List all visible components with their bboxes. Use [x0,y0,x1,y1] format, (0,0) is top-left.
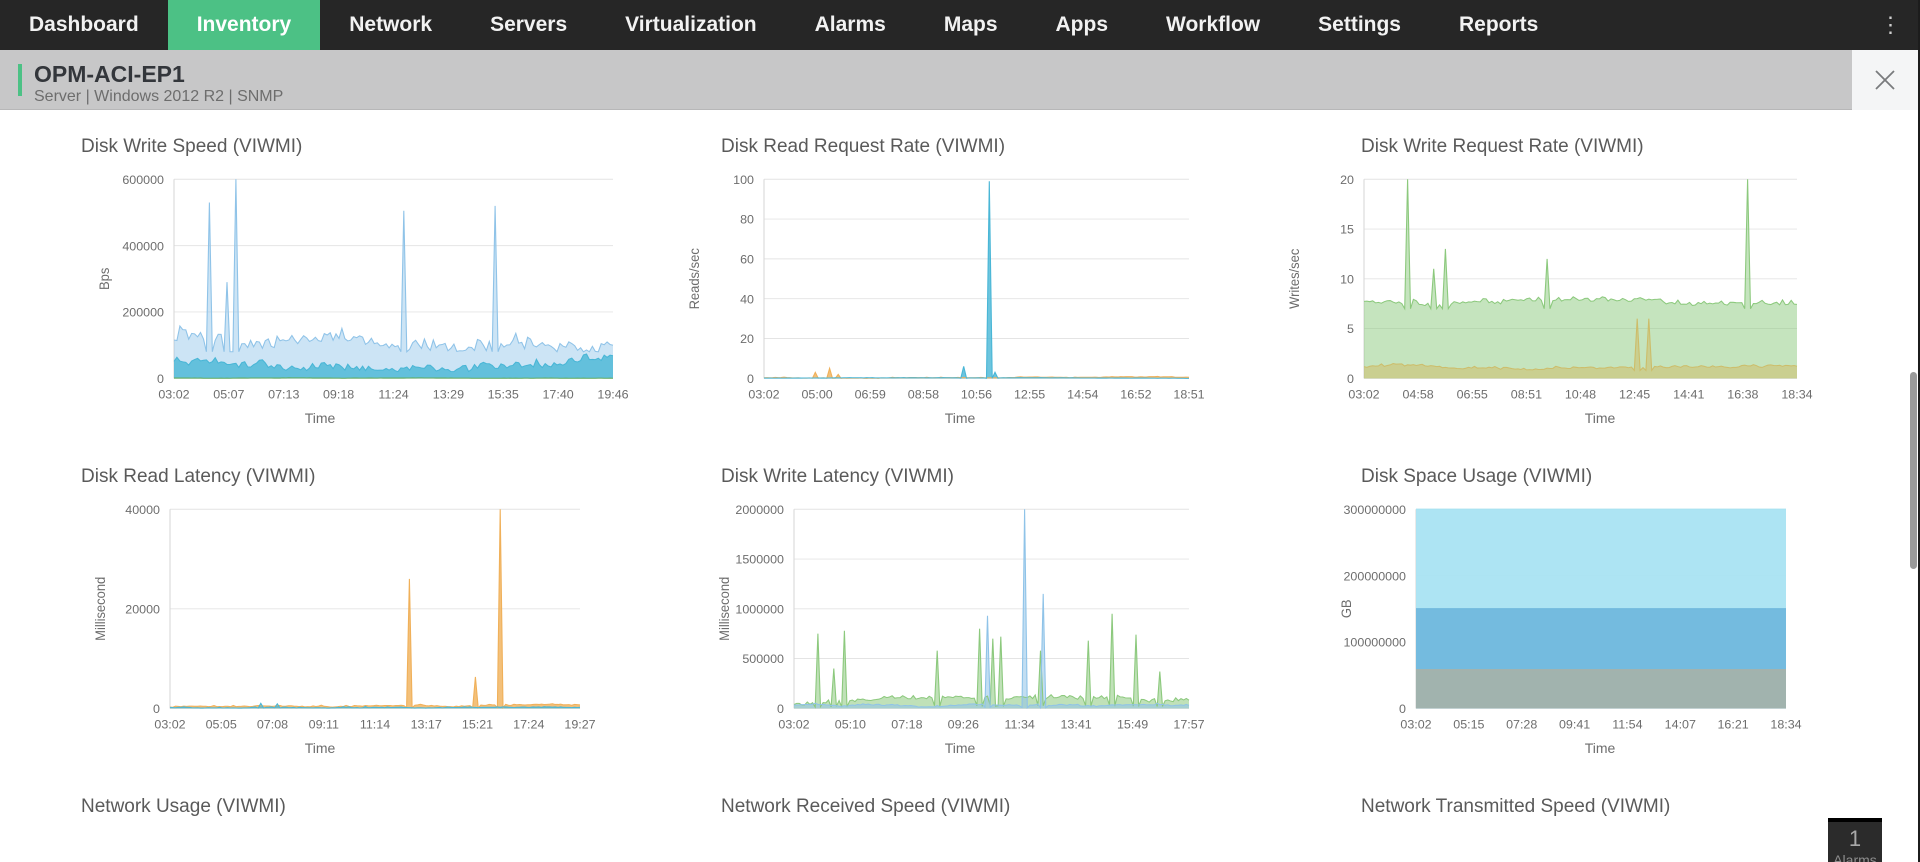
svg-text:09:11: 09:11 [309,718,340,731]
svg-text:Bps: Bps [97,267,113,290]
svg-text:2000000: 2000000 [735,503,784,516]
svg-text:14:07: 14:07 [1665,718,1697,731]
svg-text:300000000: 300000000 [1343,503,1406,516]
svg-text:06:59: 06:59 [855,388,887,401]
svg-text:15:35: 15:35 [488,388,520,401]
svg-text:100: 100 [733,173,754,186]
svg-text:20: 20 [1340,173,1354,186]
svg-text:08:51: 08:51 [1511,388,1543,401]
svg-text:Millisecond: Millisecond [93,577,109,641]
svg-text:60: 60 [740,253,754,266]
svg-text:09:26: 09:26 [948,718,980,731]
svg-text:19:46: 19:46 [597,388,629,401]
svg-text:12:45: 12:45 [1619,388,1651,401]
svg-text:12:55: 12:55 [1014,388,1046,401]
svg-text:10:48: 10:48 [1565,388,1597,401]
svg-text:40: 40 [740,293,754,306]
svg-text:16:52: 16:52 [1120,388,1152,401]
svg-text:200000: 200000 [122,306,164,319]
svg-text:08:58: 08:58 [908,388,940,401]
svg-text:100000000: 100000000 [1343,636,1406,649]
svg-text:05:15: 05:15 [1453,718,1485,731]
svg-text:11:14: 11:14 [360,718,391,731]
svg-text:0: 0 [153,702,160,715]
svg-text:10: 10 [1340,273,1354,286]
svg-text:03:02: 03:02 [158,388,190,401]
svg-text:0: 0 [1347,372,1354,385]
svg-text:Millisecond: Millisecond [717,577,733,641]
svg-text:Writes/sec: Writes/sec [1287,248,1303,308]
svg-text:09:41: 09:41 [1559,718,1591,731]
svg-text:05:00: 05:00 [801,388,833,401]
svg-text:07:08: 07:08 [257,718,289,731]
svg-text:07:28: 07:28 [1506,718,1538,731]
svg-text:0: 0 [1399,702,1406,715]
svg-text:GB: GB [1339,599,1355,618]
svg-text:03:02: 03:02 [154,718,186,731]
svg-text:05:05: 05:05 [206,718,238,731]
svg-text:500000: 500000 [742,653,784,666]
svg-text:11:54: 11:54 [1612,718,1643,731]
svg-text:400000: 400000 [122,240,164,253]
svg-text:13:41: 13:41 [1060,718,1092,731]
svg-text:03:02: 03:02 [778,718,810,731]
svg-text:05:10: 05:10 [835,718,867,731]
svg-text:20: 20 [740,333,754,346]
svg-text:20000: 20000 [125,603,160,616]
svg-text:09:18: 09:18 [323,388,355,401]
svg-text:05:07: 05:07 [213,388,245,401]
svg-text:19:27: 19:27 [564,718,596,731]
svg-text:13:29: 13:29 [433,388,465,401]
svg-text:5: 5 [1347,323,1354,336]
svg-text:04:58: 04:58 [1402,388,1434,401]
svg-text:17:40: 17:40 [542,388,574,401]
svg-text:03:02: 03:02 [1348,388,1380,401]
svg-text:07:18: 07:18 [891,718,923,731]
svg-text:07:13: 07:13 [268,388,300,401]
svg-text:17:57: 17:57 [1173,718,1205,731]
svg-text:Reads/sec: Reads/sec [687,248,703,309]
svg-text:1500000: 1500000 [735,553,784,566]
svg-text:40000: 40000 [125,503,160,516]
svg-text:14:41: 14:41 [1673,388,1705,401]
svg-text:10:56: 10:56 [961,388,993,401]
svg-text:15:21: 15:21 [462,718,494,731]
svg-text:15: 15 [1340,223,1354,236]
svg-text:200000000: 200000000 [1343,570,1406,583]
svg-text:14:54: 14:54 [1067,388,1099,401]
svg-text:06:55: 06:55 [1457,388,1489,401]
svg-text:17:24: 17:24 [513,718,545,731]
svg-text:15:49: 15:49 [1117,718,1149,731]
svg-text:18:51: 18:51 [1173,388,1205,401]
svg-text:16:38: 16:38 [1727,388,1759,401]
svg-text:11:24: 11:24 [378,388,409,401]
svg-text:13:17: 13:17 [411,718,443,731]
svg-text:0: 0 [777,702,784,715]
svg-text:0: 0 [747,372,754,385]
svg-text:1000000: 1000000 [735,603,784,616]
svg-text:80: 80 [740,213,754,226]
svg-text:18:34: 18:34 [1781,388,1813,401]
svg-text:03:02: 03:02 [748,388,780,401]
svg-text:0: 0 [157,372,164,385]
svg-text:18:34: 18:34 [1770,718,1802,731]
svg-text:03:02: 03:02 [1400,718,1432,731]
svg-text:16:21: 16:21 [1717,718,1749,731]
svg-text:600000: 600000 [122,173,164,186]
svg-text:11:34: 11:34 [1005,718,1036,731]
